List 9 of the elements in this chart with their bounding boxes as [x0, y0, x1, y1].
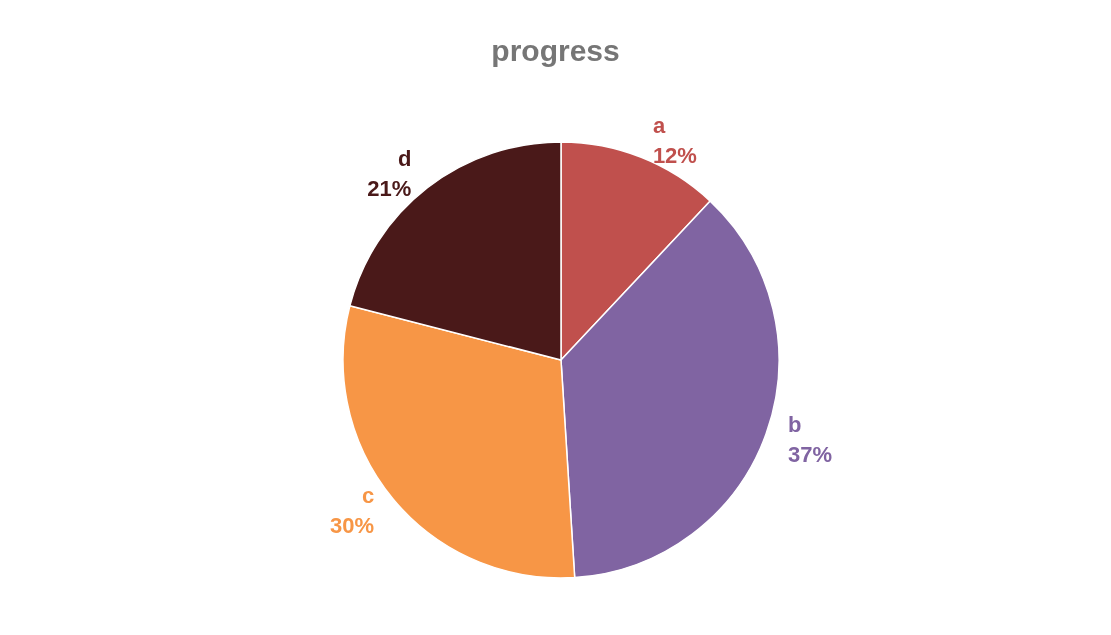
data-label: 12%: [652, 143, 697, 169]
slice-label: a: [652, 113, 666, 139]
slice-label: b: [788, 412, 802, 438]
data-label: 37%: [788, 442, 833, 468]
slice-label: c: [361, 482, 375, 508]
chart-title: progress: [491, 33, 620, 67]
data-label: 21%: [367, 176, 412, 202]
slice-label: d: [397, 146, 412, 172]
data-label: 30%: [330, 512, 375, 538]
